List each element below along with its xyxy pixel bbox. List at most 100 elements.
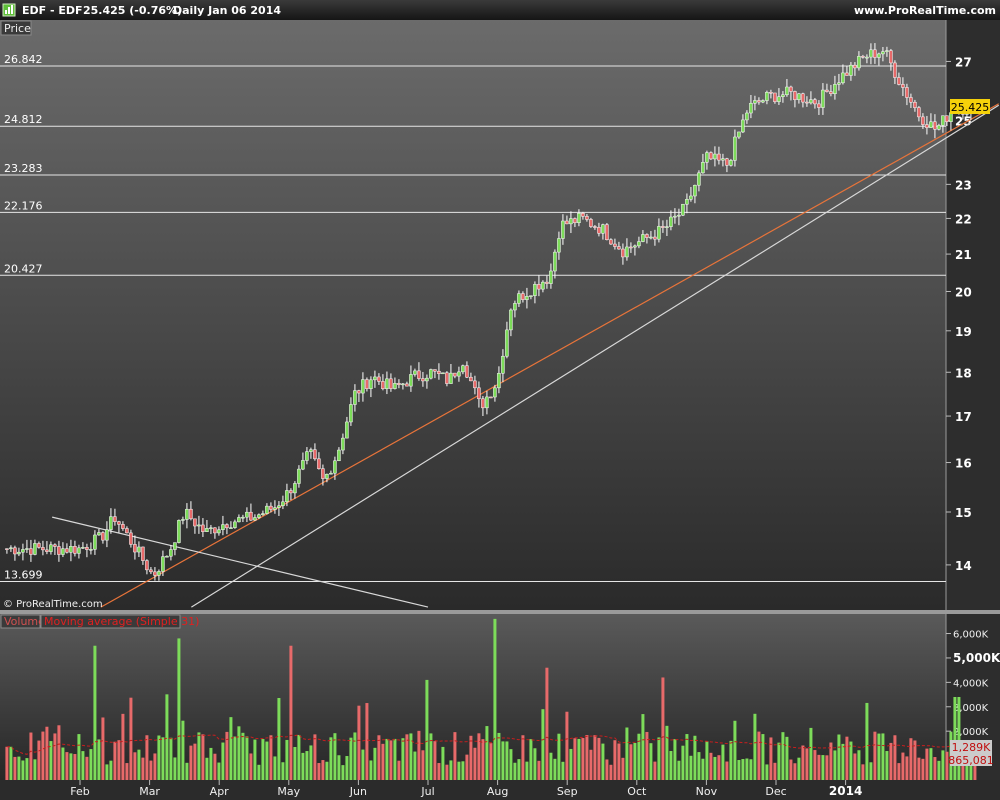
volume-bar xyxy=(533,748,537,780)
volume-bar xyxy=(365,703,369,780)
candle-body xyxy=(877,53,881,58)
volume-bar xyxy=(861,764,865,780)
candle-body xyxy=(553,251,557,272)
candle-body xyxy=(89,549,93,551)
candle-body xyxy=(409,374,413,387)
candle-body xyxy=(341,437,345,451)
volume-bar xyxy=(557,733,561,780)
volume-bar xyxy=(241,732,245,780)
candle-body xyxy=(237,517,241,523)
trendline xyxy=(52,516,429,608)
candle-body xyxy=(613,243,617,247)
volume-bar xyxy=(869,762,873,780)
candle-body xyxy=(441,372,445,375)
candle-body xyxy=(361,379,365,394)
candle-body xyxy=(881,51,885,55)
volume-bar xyxy=(569,748,573,780)
volume-bar xyxy=(657,737,661,780)
volume-bar xyxy=(829,742,833,780)
volume-bar xyxy=(17,756,21,780)
volume-bar xyxy=(509,749,513,780)
volume-bar xyxy=(777,742,781,780)
candle-body xyxy=(97,532,101,536)
candle-body xyxy=(305,451,309,461)
candle-body xyxy=(929,121,933,128)
candle-body xyxy=(445,372,449,384)
volume-bar xyxy=(373,747,377,780)
candle-body xyxy=(257,514,261,518)
candle-body xyxy=(481,398,485,409)
candle-body xyxy=(697,172,701,186)
volume-bar xyxy=(165,694,169,780)
candle-body xyxy=(677,214,681,217)
volume-bar xyxy=(133,752,137,780)
x-tick-label: May xyxy=(277,785,300,798)
volume-bar xyxy=(629,744,633,780)
candle-body xyxy=(109,516,113,530)
candle-body xyxy=(501,355,505,374)
panel-separator[interactable] xyxy=(0,610,1000,614)
candle-body xyxy=(853,64,857,69)
volume-bar xyxy=(277,698,281,780)
volume-bar xyxy=(681,745,685,780)
candle-body xyxy=(349,404,353,423)
candle-body xyxy=(145,560,149,571)
volume-bar xyxy=(789,759,793,780)
candle-body xyxy=(17,551,21,555)
volume-bar xyxy=(357,705,361,780)
volume-bar xyxy=(821,755,825,780)
candle-body xyxy=(845,72,849,76)
header-bar xyxy=(0,0,1000,20)
candle-body xyxy=(433,369,437,372)
volume-bar xyxy=(625,727,629,780)
candle-body xyxy=(209,527,213,530)
volume-bar xyxy=(401,738,405,780)
price-tick-label: 22 xyxy=(955,212,972,226)
volume-bar xyxy=(213,753,217,780)
volume-bar xyxy=(69,753,73,780)
candle-body xyxy=(945,115,949,122)
volume-bar xyxy=(473,747,477,780)
volume-bar xyxy=(897,763,901,780)
volume-bar xyxy=(701,758,705,780)
volume-bar xyxy=(489,743,493,780)
volume-bar xyxy=(913,740,917,780)
volume-bar xyxy=(801,745,805,780)
volume-value-tag-label: 865,081 xyxy=(948,754,994,767)
candle-body xyxy=(365,379,369,389)
candle-body xyxy=(357,390,361,394)
volume-bar xyxy=(421,750,425,780)
volume-bar xyxy=(125,763,129,780)
candle-body xyxy=(205,528,209,532)
ma-tab[interactable] xyxy=(40,614,181,629)
candle-body xyxy=(401,383,405,386)
volume-bar xyxy=(781,732,785,780)
candle-body xyxy=(465,365,469,378)
candle-body xyxy=(121,524,125,529)
candle-body xyxy=(833,84,837,94)
x-tick-label: 2014 xyxy=(829,784,862,798)
candle-body xyxy=(317,458,321,469)
candle-body xyxy=(497,373,501,389)
volume-bar xyxy=(793,763,797,780)
candle-body xyxy=(149,569,153,573)
volume-bar xyxy=(889,742,893,780)
horizontal-level-label: 26.842 xyxy=(4,53,43,66)
candle-body xyxy=(569,218,573,225)
candle-body xyxy=(405,383,409,387)
volume-bar xyxy=(161,737,165,780)
candle-body xyxy=(137,546,141,553)
volume-tab[interactable] xyxy=(0,614,41,629)
candle-body xyxy=(185,508,189,520)
price-tab[interactable] xyxy=(0,20,32,36)
volume-bar xyxy=(89,749,93,780)
candle-body xyxy=(773,92,777,102)
candle-body xyxy=(653,236,657,240)
volume-bar xyxy=(733,720,737,780)
volume-bar xyxy=(817,754,821,780)
horizontal-level-label: 13.699 xyxy=(4,569,43,582)
volume-bar xyxy=(381,743,385,780)
volume-bar xyxy=(825,755,829,780)
volume-bar xyxy=(129,697,133,780)
